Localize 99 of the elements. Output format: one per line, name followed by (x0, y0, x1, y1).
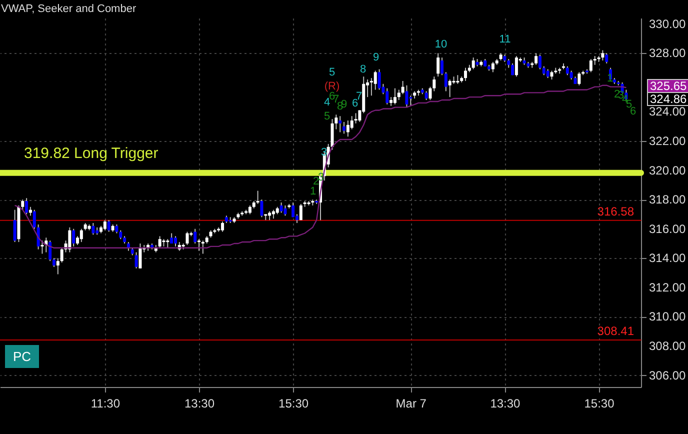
x-tick-label: 15:30 (278, 396, 309, 410)
candlestick (601, 50, 604, 61)
y-tick-label: 328.00 (649, 46, 686, 60)
annotation: 3 (318, 172, 324, 184)
ref-line-label: 308.41 (597, 324, 634, 338)
candlestick (342, 121, 346, 134)
candlestick (186, 231, 189, 246)
candlestick (605, 52, 608, 64)
candlestick (589, 58, 592, 73)
x-tick-label: Mar 7 (396, 396, 427, 410)
candlestick (48, 240, 52, 262)
candlestick (107, 220, 110, 232)
candlestick (194, 228, 197, 244)
annotation: PC (5, 345, 40, 368)
y-tick-label: 318.00 (649, 192, 686, 207)
y-tick-label: 312.00 (649, 280, 686, 294)
candlestick (299, 203, 302, 221)
candlestick (56, 258, 60, 275)
candlestick (103, 220, 106, 231)
candlestick (92, 222, 95, 236)
candlestick (201, 240, 204, 254)
candlestick (405, 84, 408, 108)
y-tick-label: 314.00 (649, 251, 686, 266)
candlestick (256, 190, 260, 204)
text: 324.86 (647, 92, 688, 106)
y-tick-label: 310.00 (649, 310, 686, 324)
candlestick (25, 198, 28, 215)
candlestick (280, 202, 283, 214)
candlestick (436, 52, 440, 78)
annotation: 2 (614, 88, 620, 100)
candlestick (32, 209, 36, 230)
candlestick (68, 226, 72, 253)
y-tick-label: 308.00 (649, 339, 686, 353)
candlestick (432, 76, 436, 92)
candlestick (578, 72, 581, 86)
annotation: 6 (352, 98, 358, 110)
candlestick (134, 252, 138, 269)
text: 325.65 (647, 79, 688, 93)
candlestick (440, 57, 444, 76)
annotation: 5 (328, 66, 336, 78)
candlestick (72, 228, 76, 247)
x-tick-label: 11:30 (90, 396, 120, 410)
x-tick-label: 15:30 (584, 396, 615, 410)
annotation: 6 (328, 90, 336, 102)
candlestick (338, 116, 342, 133)
y-tick-label: 320.00 (649, 163, 686, 178)
candlestick (350, 116, 354, 130)
annotation: 3 (320, 146, 328, 158)
candlestick (174, 236, 177, 247)
annotation: 11 (499, 34, 511, 46)
candlestick (330, 118, 334, 150)
candlestick (386, 88, 389, 105)
candlestick (448, 79, 452, 98)
annotation: 1 (606, 72, 614, 84)
annotation: 8 (360, 64, 366, 76)
annotation: 5 (324, 110, 330, 122)
candlestick (284, 204, 287, 216)
candlestick (158, 236, 162, 248)
candlestick (221, 221, 224, 232)
candlestick (397, 89, 400, 100)
candlestick (13, 209, 16, 243)
chart-title: VWAP, Seeker and Comber (1, 2, 136, 15)
annotation: 8 (336, 100, 344, 112)
candlestick (491, 61, 494, 73)
ref-line-label: 316.58 (597, 204, 634, 218)
annotation: 10 (434, 38, 448, 50)
candlestick (409, 95, 412, 106)
annotation: (R) (324, 80, 340, 92)
candlestick (346, 120, 350, 138)
annotation: 2 (312, 176, 320, 188)
candlestick (354, 112, 358, 124)
candlestick (538, 54, 542, 70)
candlestick (472, 57, 475, 70)
candlestick (21, 199, 24, 210)
candlestick (464, 67, 468, 82)
candlestick (393, 88, 396, 105)
annotation: 4 (324, 96, 330, 108)
x-tick-label: 13:30 (184, 396, 215, 410)
text: 6 (630, 106, 636, 118)
candlestick (292, 202, 295, 218)
y-tick-label: 322.00 (649, 134, 686, 148)
candlestick (534, 52, 538, 66)
ref-line-label: 319.82 Long Trigger (24, 144, 158, 162)
annotation: 1 (310, 186, 316, 198)
y-tick-label: 306.00 (649, 368, 686, 382)
candlestick (428, 86, 432, 100)
y-tick-label: 330.00 (649, 16, 686, 31)
candlestick (80, 228, 83, 243)
candlestick (198, 238, 201, 252)
x-tick-label: 13:30 (490, 396, 521, 410)
candlestick (138, 243, 142, 269)
candlestick (374, 70, 377, 90)
candlestick (444, 72, 448, 92)
annotation: 9 (372, 52, 380, 64)
candlestick (40, 240, 44, 254)
y-tick-label: 316.00 (649, 222, 686, 236)
y-tick-label: 324.00 (649, 104, 686, 119)
candlestick (378, 68, 381, 90)
candlestick (514, 56, 518, 78)
